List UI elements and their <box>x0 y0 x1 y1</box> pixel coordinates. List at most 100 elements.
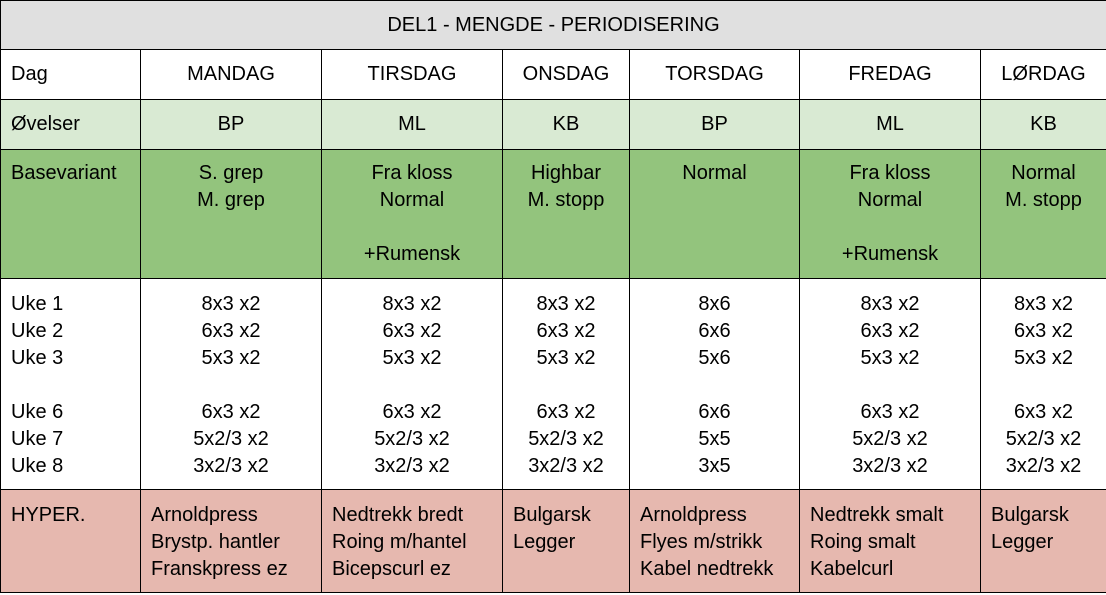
hyper-line: Flyes m/strikk <box>640 531 763 553</box>
hyper-cell: Nedtrekk bredt Roing m/hantel Bicepscurl… <box>321 489 503 593</box>
basevariant-cell: S. grep M. grep <box>140 149 322 279</box>
week-value <box>631 372 799 399</box>
week-value <box>982 372 1106 399</box>
week-label: Uke 2 <box>11 320 64 342</box>
week-value: 6x6 <box>698 401 731 423</box>
week-value: 5x3 x2 <box>536 347 596 369</box>
week-value <box>323 372 502 399</box>
week-values-cell: 8x3 x2 6x3 x2 5x3 x2 6x3 x2 5x2/3 x2 3x2… <box>979 278 1106 490</box>
weeks-row: Uke 1 Uke 2 Uke 3 Uke 6 Uke 7 Uke 8 8x3 … <box>0 278 1106 490</box>
basevariant-cell: Highbar M. stopp <box>502 149 630 279</box>
hyper-line <box>513 556 629 583</box>
week-value: 6x6 <box>698 320 731 342</box>
hyper-line: Nedtrekk smalt <box>810 504 944 526</box>
hyper-cell: Bulgarsk Legger <box>502 489 630 593</box>
basevariant-line: Normal <box>682 162 747 184</box>
day-header-row: Dag MANDAG TIRSDAG ONSDAG TORSDAG FREDAG… <box>0 49 1106 100</box>
day-header-fredag: FREDAG <box>799 49 981 100</box>
basevariant-line <box>323 214 502 241</box>
week-values-cell: 8x3 x2 6x3 x2 5x3 x2 6x3 x2 5x2/3 x2 3x2… <box>799 278 981 490</box>
week-label: Uke 6 <box>11 401 64 423</box>
week-value: 3x5 <box>698 455 731 477</box>
basevariant-line <box>504 214 629 241</box>
week-value: 8x3 x2 <box>536 293 596 315</box>
hyper-line: Kabel nedtrekk <box>640 558 774 580</box>
basevariant-line: Fra kloss <box>849 162 931 184</box>
week-value: 6x3 x2 <box>536 401 596 423</box>
row-label-ovelser: Øvelser <box>0 99 141 150</box>
week-value: 5x2/3 x2 <box>852 428 928 450</box>
week-value: 5x6 <box>698 347 731 369</box>
week-values-cell: 8x3 x2 6x3 x2 5x3 x2 6x3 x2 5x2/3 x2 3x2… <box>502 278 630 490</box>
week-value: 6x3 x2 <box>201 401 261 423</box>
week-value: 3x2/3 x2 <box>193 455 269 477</box>
week-value <box>801 372 980 399</box>
basevariant-line: M. stopp <box>1005 189 1082 211</box>
basevariant-line: Highbar <box>530 162 602 184</box>
day-header-lordag: LØRDAG <box>979 49 1106 100</box>
table-title: DEL1 - MENGDE - PERIODISERING <box>0 0 1106 50</box>
hyper-line: Roing smalt <box>810 531 916 553</box>
hyper-cell: Arnoldpress Brystp. hantler Franskpress … <box>140 489 322 593</box>
week-values-cell: 8x6 6x6 5x6 6x6 5x5 3x5 <box>629 278 800 490</box>
hyper-line: Bicepscurl ez <box>332 558 451 580</box>
week-value: 5x2/3 x2 <box>193 428 269 450</box>
basevariant-line: Fra kloss <box>371 162 453 184</box>
row-label-basevariant: Basevariant <box>0 149 141 279</box>
week-value: 6x3 x2 <box>1014 401 1073 423</box>
week-value: 6x3 x2 <box>860 401 920 423</box>
basevariant-line <box>142 241 321 268</box>
week-value: 3x2/3 x2 <box>1005 455 1082 477</box>
week-value: 5x3 x2 <box>382 347 442 369</box>
ovelse-cell: KB <box>502 99 630 150</box>
week-labels-cell: Uke 1 Uke 2 Uke 3 Uke 6 Uke 7 Uke 8 <box>0 278 141 490</box>
hyper-line: Nedtrekk bredt <box>332 504 464 526</box>
hyper-line: Arnoldpress <box>151 504 258 526</box>
hyper-cell: Nedtrekk smalt Roing smalt Kabelcurl <box>799 489 981 593</box>
basevariant-line: Normal <box>379 189 445 211</box>
hyper-line: Roing m/hantel <box>332 531 467 553</box>
week-value: 5x2/3 x2 <box>1005 428 1082 450</box>
hyper-cell: Bulgarsk Legger <box>979 489 1106 593</box>
week-value: 8x3 x2 <box>201 293 261 315</box>
hyper-line: Bulgarsk <box>513 504 591 526</box>
title-row: DEL1 - MENGDE - PERIODISERING <box>0 0 1106 50</box>
hyper-line: Legger <box>513 531 576 553</box>
basevariant-line: Normal <box>1011 162 1076 184</box>
basevariant-cell: Normal M. stopp <box>979 149 1106 279</box>
week-value: 3x2/3 x2 <box>852 455 928 477</box>
basevariant-line <box>801 214 980 241</box>
basevariant-line: +Rumensk <box>363 243 461 265</box>
week-values-cell: 8x3 x2 6x3 x2 5x3 x2 6x3 x2 5x2/3 x2 3x2… <box>140 278 322 490</box>
week-label: Uke 3 <box>11 347 64 369</box>
row-label-hyper: HYPER. <box>0 489 141 593</box>
ovelse-cell: KB <box>979 99 1106 150</box>
week-value: 6x3 x2 <box>382 401 442 423</box>
week-value <box>504 372 629 399</box>
week-value: 6x3 x2 <box>382 320 442 342</box>
ovelse-cell: BP <box>629 99 800 150</box>
week-label <box>11 372 140 399</box>
week-value: 8x3 x2 <box>860 293 920 315</box>
hyper-line: Brystp. hantler <box>151 531 280 553</box>
week-value: 5x3 x2 <box>201 347 261 369</box>
week-value: 6x3 x2 <box>536 320 596 342</box>
week-label: Uke 7 <box>11 428 64 450</box>
basevariant-line <box>631 214 799 241</box>
ovelser-row: Øvelser BP ML KB BP ML KB <box>0 99 1106 150</box>
hyper-cell: Arnoldpress Flyes m/strikk Kabel nedtrek… <box>629 489 800 593</box>
ovelse-cell: BP <box>140 99 322 150</box>
hyper-line <box>991 556 1106 583</box>
day-header-tirsdag: TIRSDAG <box>321 49 503 100</box>
week-value: 6x3 x2 <box>201 320 261 342</box>
week-value: 8x3 x2 <box>1014 293 1073 315</box>
week-value: 5x3 x2 <box>860 347 920 369</box>
hyper-line: Arnoldpress <box>640 504 747 526</box>
basevariant-cell: Normal <box>629 149 800 279</box>
hyper-line: Bulgarsk <box>991 504 1069 526</box>
basevariant-cell: Fra kloss Normal +Rumensk <box>321 149 503 279</box>
week-values-cell: 8x3 x2 6x3 x2 5x3 x2 6x3 x2 5x2/3 x2 3x2… <box>321 278 503 490</box>
basevariant-line: S. grep <box>198 162 264 184</box>
basevariant-line: Normal <box>857 189 923 211</box>
